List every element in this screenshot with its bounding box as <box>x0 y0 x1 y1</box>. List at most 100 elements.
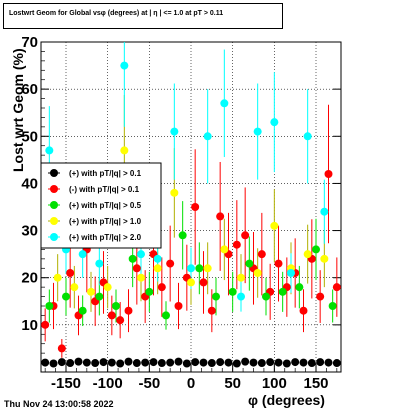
data-point <box>316 292 325 301</box>
data-point <box>241 231 250 240</box>
data-point <box>116 359 125 368</box>
data-point <box>112 302 120 310</box>
data-point <box>78 306 87 315</box>
data-point <box>324 358 333 367</box>
y-tick-label: 40 <box>21 175 38 192</box>
data-point <box>332 283 341 292</box>
x-tick-label: 150 <box>303 375 328 392</box>
data-point <box>320 254 329 263</box>
data-point <box>199 358 208 367</box>
data-point <box>132 359 141 368</box>
data-point <box>282 359 291 368</box>
data-point <box>232 240 241 249</box>
data-point <box>299 306 308 315</box>
title-box: Lostwrt Geom for Global vsφ (degrees) at… <box>3 3 283 29</box>
data-point <box>237 273 245 282</box>
legend: (+) with pT/|q| > 0.1 (-) with pT/|q| > 0… <box>40 162 162 249</box>
x-tick-label: 0 <box>187 375 195 392</box>
data-point <box>162 311 170 320</box>
x-tick-label: -100 <box>93 375 123 392</box>
data-point <box>57 344 66 353</box>
x-tick-label: 100 <box>262 375 287 392</box>
data-point <box>212 292 220 301</box>
data-point <box>291 358 300 367</box>
y-tick-label: 20 <box>21 270 38 287</box>
data-point <box>224 358 233 367</box>
data-point <box>228 287 237 296</box>
data-point <box>257 250 266 259</box>
data-point <box>120 146 129 155</box>
data-point <box>132 264 141 273</box>
data-point <box>216 212 225 221</box>
data-points <box>41 61 341 368</box>
data-point <box>157 359 166 368</box>
data-point <box>195 264 204 273</box>
data-point <box>170 188 179 197</box>
data-point <box>137 250 145 259</box>
x-axis-label: φ (degrees) <box>248 392 325 408</box>
legend-marker <box>50 217 58 225</box>
y-tick-label: 50 <box>21 128 38 145</box>
data-point <box>66 269 75 277</box>
data-point <box>166 259 175 268</box>
data-point <box>107 358 116 367</box>
data-point <box>107 311 116 320</box>
data-point <box>307 359 316 368</box>
data-point <box>87 287 95 296</box>
y-tick-label: 60 <box>21 81 38 98</box>
data-point <box>95 259 104 268</box>
data-point <box>274 358 283 367</box>
data-point <box>157 283 166 292</box>
data-point <box>320 207 329 216</box>
data-point <box>328 302 337 310</box>
x-tick-label: 50 <box>224 375 241 392</box>
data-point <box>99 358 108 367</box>
data-point <box>262 292 270 301</box>
data-point <box>332 359 341 368</box>
data-point <box>78 250 87 259</box>
data-point <box>187 264 195 273</box>
legend-box <box>40 162 162 249</box>
data-point <box>53 273 62 282</box>
data-point <box>137 273 145 282</box>
data-point <box>95 292 104 301</box>
data-point <box>257 359 266 368</box>
data-point <box>174 357 183 366</box>
data-point <box>203 264 212 273</box>
data-point <box>41 320 50 329</box>
legend-marker <box>50 169 58 177</box>
data-point <box>149 358 158 367</box>
data-point <box>253 269 262 277</box>
data-point <box>45 302 54 310</box>
legend-marker <box>50 201 58 209</box>
data-point <box>116 316 125 325</box>
data-point <box>249 358 258 367</box>
legend-marker <box>50 185 58 193</box>
y-tick-label: 10 <box>21 317 38 334</box>
data-point <box>141 358 150 367</box>
data-point <box>241 357 250 366</box>
data-point <box>216 358 225 367</box>
data-point <box>82 358 91 367</box>
data-point <box>299 358 308 367</box>
chart-title: Lostwrt Geom for Global vsφ (degrees) at… <box>9 10 224 17</box>
data-point <box>128 254 137 263</box>
data-point <box>41 358 50 367</box>
data-point <box>66 359 75 368</box>
y-axis-label: Lost wrt Geom (%) <box>10 48 26 172</box>
data-point <box>278 287 287 296</box>
data-point <box>166 358 175 367</box>
axis-ticks: 10 20 30 40 50 60 70 -150 -100 -50 0 50 100 150 <box>21 34 341 392</box>
legend-label: (+) with pT/|q| > 0.1 <box>69 169 142 178</box>
data-point <box>303 250 312 259</box>
data-point <box>153 264 162 273</box>
data-point <box>57 358 66 367</box>
legend-label: (+) with pT/|q| > 1.0 <box>69 217 142 226</box>
data-point <box>220 99 229 108</box>
x-tick-label: -50 <box>138 375 160 392</box>
data-point <box>287 269 295 277</box>
data-point <box>178 231 187 240</box>
data-point <box>153 254 162 263</box>
data-point <box>303 132 312 141</box>
data-point <box>324 170 333 178</box>
